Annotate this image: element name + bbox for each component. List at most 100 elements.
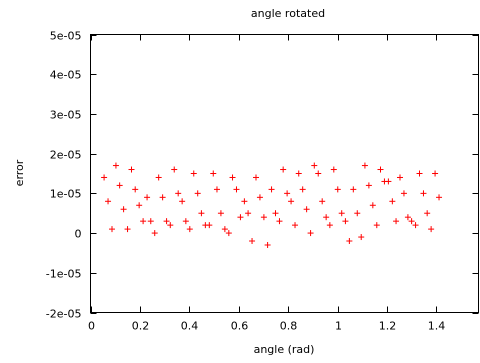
data-point (190, 170, 197, 177)
y-tick-label: -1e-05 (46, 268, 82, 281)
data-point (400, 190, 407, 197)
data-point (182, 218, 189, 225)
data-point (350, 186, 357, 193)
data-point (307, 230, 314, 237)
data-point (330, 166, 337, 173)
data-point (284, 190, 291, 197)
y-tick-label: 4e-05 (50, 69, 82, 82)
data-point (151, 230, 158, 237)
data-point (210, 170, 217, 177)
data-point (323, 214, 330, 221)
data-point (397, 174, 404, 181)
data-point (225, 230, 232, 237)
data-point (260, 214, 267, 221)
data-point (315, 170, 322, 177)
y-tick-label: 1e-05 (50, 188, 82, 201)
data-point (342, 218, 349, 225)
data-point (420, 190, 427, 197)
data-point (144, 194, 151, 201)
data-point (319, 198, 326, 205)
x-tick-label: 1 (335, 320, 342, 333)
data-point (194, 190, 201, 197)
data-point (299, 186, 306, 193)
x-tick-label: 0.6 (231, 320, 249, 333)
data-point (140, 218, 147, 225)
data-point (288, 198, 295, 205)
data-point (237, 214, 244, 221)
data-point (365, 182, 372, 189)
data-points (101, 162, 443, 248)
x-tick-label: 1.4 (428, 320, 446, 333)
data-point (186, 226, 193, 233)
data-point (159, 194, 166, 201)
data-point (179, 198, 186, 205)
data-point (334, 186, 341, 193)
y-tick-label: 2e-05 (50, 149, 82, 162)
data-point (424, 210, 431, 217)
data-point (268, 186, 275, 193)
data-point (436, 194, 443, 201)
data-point (369, 202, 376, 209)
data-point (326, 222, 333, 229)
data-point (245, 210, 252, 217)
x-tick-label: 0.4 (181, 320, 199, 333)
data-point (354, 210, 361, 217)
data-point (373, 222, 380, 229)
x-axis-label: angle (rad) (254, 343, 315, 356)
data-point (221, 226, 228, 233)
y-tick-label: 0 (75, 228, 82, 241)
x-tick-label: 0.2 (132, 320, 150, 333)
x-tick-label: 0 (88, 320, 95, 333)
data-point (428, 226, 435, 233)
data-point (264, 241, 271, 248)
data-point (338, 210, 345, 217)
data-point (112, 162, 119, 169)
x-tick-label: 1.2 (379, 320, 397, 333)
data-point (206, 222, 213, 229)
data-point (128, 166, 135, 173)
data-point (292, 222, 299, 229)
data-point (311, 162, 318, 169)
data-point (241, 198, 248, 205)
data-point (303, 206, 310, 213)
data-point (147, 218, 154, 225)
data-point (163, 218, 170, 225)
data-point (432, 170, 439, 177)
data-point (101, 174, 108, 181)
plot-frame (90, 34, 479, 313)
data-point (389, 198, 396, 205)
data-point (198, 210, 205, 217)
data-point (385, 178, 392, 185)
data-point (155, 174, 162, 181)
data-point (116, 182, 123, 189)
data-point (120, 206, 127, 213)
data-point (217, 210, 224, 217)
data-point (252, 174, 259, 181)
data-point (233, 186, 240, 193)
data-point (132, 186, 139, 193)
data-point (167, 222, 174, 229)
y-axis-label: error (13, 159, 26, 186)
y-tick-label: 3e-05 (50, 109, 82, 122)
data-point (295, 170, 302, 177)
axes: 0 0.2 0.4 0.6 0.8 1 1.2 1.4 -2e-05 -1e-05 0 1e-05 2e… (46, 30, 479, 333)
data-point (171, 166, 178, 173)
data-point (358, 234, 365, 241)
chart-title: angle rotated (251, 7, 325, 20)
data-point (108, 226, 115, 233)
data-point (408, 218, 415, 225)
data-point (272, 210, 279, 217)
data-point (416, 170, 423, 177)
data-point (280, 166, 287, 173)
data-point (136, 202, 143, 209)
data-point (175, 190, 182, 197)
x-tick-label: 0.8 (280, 320, 298, 333)
data-point (393, 218, 400, 225)
data-point (412, 222, 419, 229)
y-tick-label: -2e-05 (46, 308, 82, 321)
y-tick-label: 5e-05 (50, 30, 82, 43)
data-point (276, 218, 283, 225)
data-point (213, 186, 220, 193)
